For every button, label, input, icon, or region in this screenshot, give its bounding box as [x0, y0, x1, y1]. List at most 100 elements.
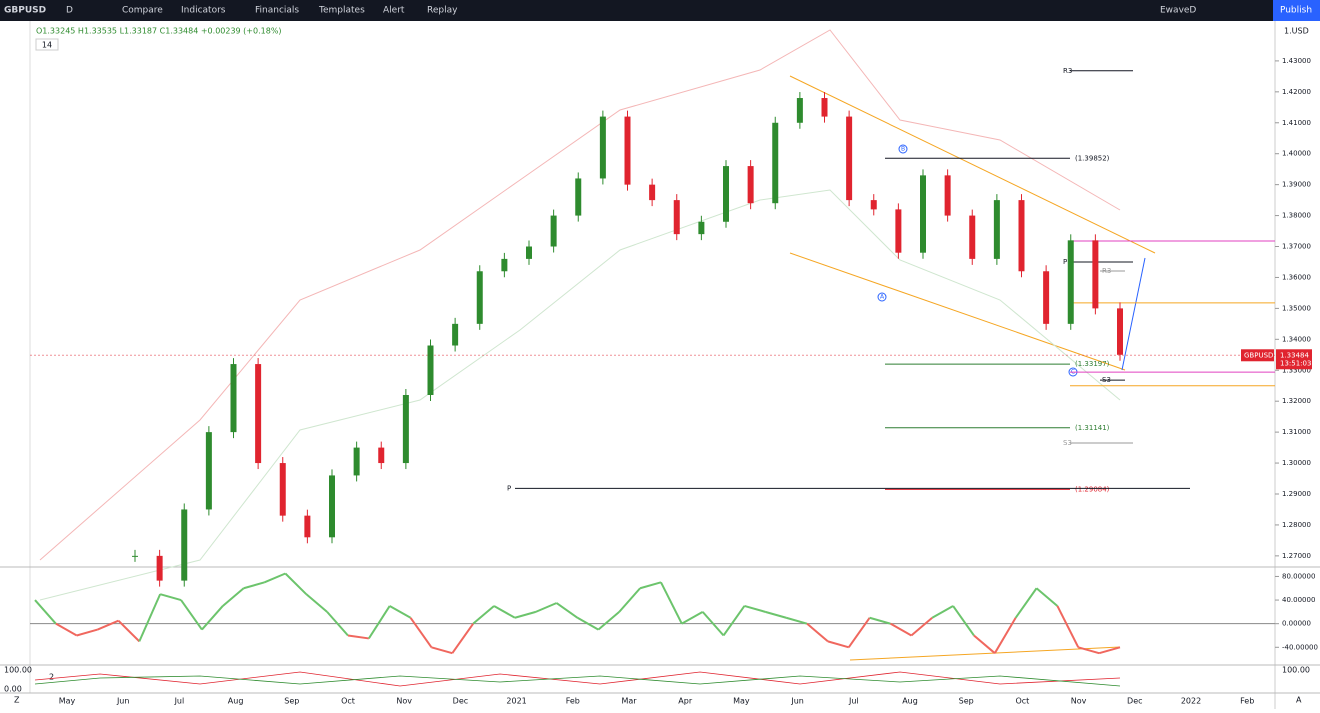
x-tick-label: Nov [396, 697, 412, 706]
toolbar-item[interactable]: Indicators [181, 6, 226, 16]
oscillator-segment [701, 611, 725, 637]
oscillator-segment [765, 610, 787, 619]
oscillator-segment [368, 605, 391, 639]
oscillator-segment [556, 602, 579, 619]
corner[interactable]: Z [14, 696, 20, 705]
x-tick-label: Aug [902, 697, 918, 706]
wave-marker [877, 292, 887, 302]
candle [279, 463, 286, 516]
y-tick-label: 40.00000 [1282, 596, 1315, 604]
oscillator-segment [869, 616, 891, 625]
y-tick-label: 1.36000 [1282, 273, 1311, 281]
x-tick-label: Aug [228, 697, 244, 706]
y-tick-label: 1.37000 [1282, 243, 1311, 251]
candle [132, 555, 138, 557]
candle [723, 166, 729, 222]
oscillator-segment [222, 587, 245, 607]
y-tick-label: 1.29000 [1282, 490, 1311, 498]
projection-arrow [1121, 257, 1146, 371]
oscillator-segment [409, 617, 433, 648]
x-tick-label: Sep [959, 697, 974, 706]
oscillator-segment [931, 605, 954, 619]
publish-button[interactable] [1273, 0, 1320, 21]
oscillator-segment [243, 581, 265, 590]
oscillator-segment [618, 587, 641, 613]
channel-line [789, 75, 1156, 254]
countdown: 13:51:03 [1280, 359, 1311, 367]
candle [501, 258, 508, 272]
oscillator-segment [264, 572, 286, 584]
oscillator-segment [952, 605, 975, 637]
indicator-badge[interactable] [35, 38, 59, 51]
oscillator-segment [34, 599, 57, 625]
oscillator-segment [847, 617, 871, 648]
oscillator-segment [493, 605, 516, 619]
price-tag [1276, 349, 1312, 370]
candle [1067, 240, 1074, 324]
x-tick-label: Jul [174, 697, 185, 706]
oscillator-segment [431, 646, 453, 655]
y-tick-label: 1.40000 [1282, 150, 1311, 158]
y-tick-label: 1.27000 [1282, 552, 1311, 560]
oscillator-segment [535, 602, 558, 613]
wave-label: A [880, 294, 885, 301]
price-tag-label: 1.33484 [1280, 351, 1309, 359]
oscillator-segment [514, 610, 537, 619]
x-tick-label: Oct [1015, 697, 1029, 706]
toolbar-item[interactable]: Templates [318, 6, 365, 16]
oscillator-segment [1098, 646, 1121, 655]
oscillator-segment [201, 605, 224, 631]
oscillator-segment [117, 620, 141, 643]
pivot-label: (1.31141) [1075, 424, 1110, 432]
oscillator-segment [1014, 587, 1038, 619]
channel-line [789, 252, 1126, 371]
oscillator-segment [305, 593, 328, 613]
oscillator-segment [681, 610, 704, 625]
candle [796, 98, 803, 123]
x-tick-label: Dec [1127, 697, 1142, 706]
symbol[interactable]: GBPUSD [4, 6, 46, 16]
oscillator-segment [785, 616, 808, 625]
symbol-tag [1241, 349, 1274, 362]
oscillator-segment [827, 640, 850, 649]
corner[interactable]: A [1296, 696, 1302, 705]
interval[interactable]: D [66, 6, 73, 16]
candle [329, 475, 335, 538]
candle [304, 515, 311, 538]
toolbar-item[interactable]: Compare [122, 6, 163, 16]
candle [1092, 240, 1099, 309]
publish-label[interactable]: Publish [1280, 6, 1312, 16]
candle [353, 447, 360, 476]
x-tick-label: 2021 [506, 697, 526, 706]
y-tick-label: 1.28000 [1282, 521, 1311, 529]
currency[interactable]: 1.USD [1284, 27, 1309, 36]
trend-line [849, 646, 1121, 661]
y-tick-label: 1.38000 [1282, 212, 1311, 220]
candle [624, 116, 631, 185]
candle [846, 116, 853, 201]
pivot-label: P [507, 484, 511, 492]
candle [181, 509, 188, 581]
oscillator-segment [180, 599, 203, 631]
y-tick-label: 1.41000 [1282, 119, 1311, 127]
candle [969, 215, 976, 259]
pane-label: 2 [49, 673, 54, 682]
candle [821, 98, 828, 117]
layout-name[interactable]: EwaveD [1160, 6, 1196, 16]
toolbar-item[interactable]: Replay [427, 6, 458, 16]
toolbar-item[interactable]: Financials [255, 6, 299, 16]
oscillator-segment [138, 593, 162, 642]
x-tick-label: May [59, 697, 76, 706]
oscillator-segment [1077, 646, 1100, 655]
candle [599, 116, 606, 179]
symbol-tag-label: GBPUSD [1244, 351, 1273, 359]
oscillator-segment [284, 572, 307, 595]
candle [205, 432, 212, 510]
toolbar-item[interactable]: Alert [383, 6, 405, 16]
oscillator-segment [577, 616, 599, 631]
oscillator-segment [159, 593, 182, 602]
y-tick-label: 1.31000 [1282, 428, 1311, 436]
x-tick-label: Dec [453, 697, 468, 706]
y-tick-label: 1.32000 [1282, 397, 1311, 405]
x-tick-label: Feb [1240, 697, 1254, 706]
